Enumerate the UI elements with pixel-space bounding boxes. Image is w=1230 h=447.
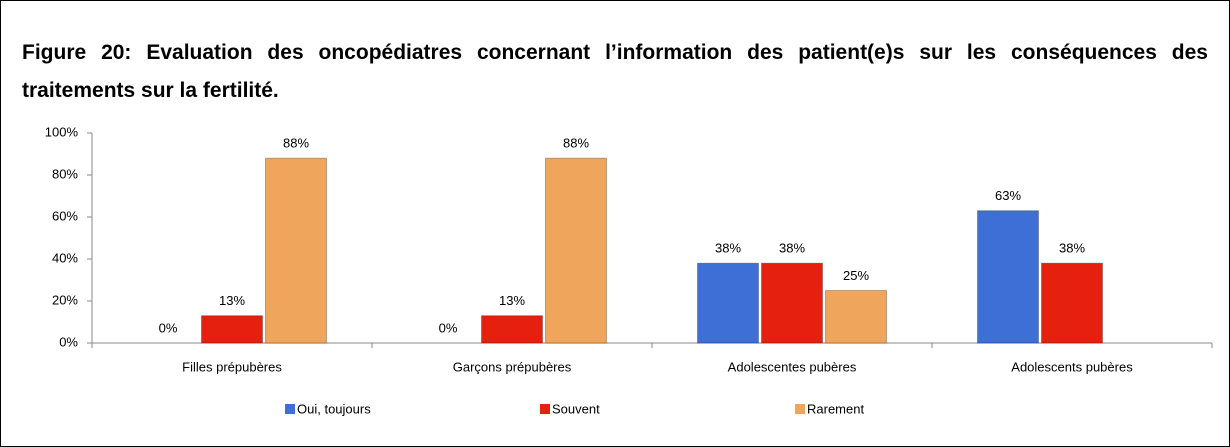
legend-label: Souvent xyxy=(552,401,600,416)
bar xyxy=(825,290,887,344)
value-label: 0% xyxy=(439,320,458,335)
value-label: 13% xyxy=(499,293,525,308)
legend-label: Oui, toujours xyxy=(297,401,371,416)
y-tick-label: 80% xyxy=(52,166,78,181)
legend-swatch xyxy=(795,404,805,414)
value-label: 25% xyxy=(843,268,869,283)
legend-label: Rarement xyxy=(807,401,864,416)
x-tick-label: Garçons prépubères xyxy=(453,359,572,374)
bar xyxy=(977,210,1039,344)
legend-swatch xyxy=(285,404,295,414)
value-label: 88% xyxy=(563,136,589,151)
x-tick-label: Adolescentes pubères xyxy=(728,359,857,374)
bar xyxy=(201,315,263,344)
value-label: 38% xyxy=(715,241,741,256)
bar xyxy=(545,157,607,344)
x-tick-label: Filles prépubères xyxy=(182,359,282,374)
y-tick-label: 0% xyxy=(59,334,78,349)
value-label: 38% xyxy=(1059,241,1085,256)
bar xyxy=(481,315,543,344)
bar xyxy=(761,262,823,344)
chart-title: Figure 20: Evaluation des oncopédiatres … xyxy=(22,41,1208,102)
y-tick-label: 40% xyxy=(52,250,78,265)
bar xyxy=(1041,262,1103,344)
x-tick-label: Adolescents pubères xyxy=(1011,359,1133,374)
bar xyxy=(697,262,759,344)
y-tick-label: 100% xyxy=(45,124,79,139)
bar xyxy=(265,157,327,344)
y-tick-label: 60% xyxy=(52,208,78,223)
value-label: 88% xyxy=(283,136,309,151)
value-label: 0% xyxy=(159,320,178,335)
value-label: 38% xyxy=(779,241,805,256)
value-label: 63% xyxy=(995,188,1021,203)
y-tick-label: 20% xyxy=(52,292,78,307)
legend-swatch xyxy=(540,404,550,414)
value-label: 13% xyxy=(219,293,245,308)
